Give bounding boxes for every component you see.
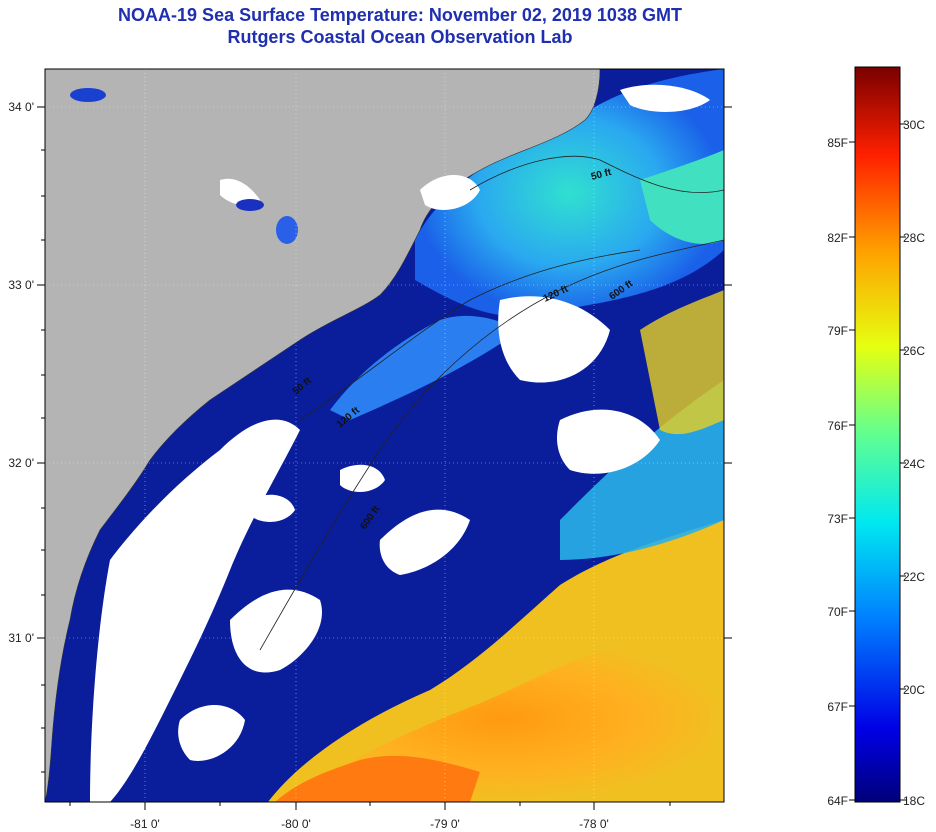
map-title: NOAA-19 Sea Surface Temperature: Novembe… [118, 5, 682, 25]
colorbar-c-label: 30C [903, 118, 925, 132]
lat-tick-label: 31 0' [8, 631, 34, 645]
map-panel [45, 69, 724, 802]
colorbar-gradient [854, 66, 901, 803]
cloud-cover [90, 84, 710, 802]
lon-tick-label: -81 0' [130, 817, 160, 831]
map-frame [44, 68, 725, 803]
colorbar-f-label: 67F [827, 700, 848, 714]
colorbar-c-label: 24C [903, 457, 925, 471]
colorbar-f-label: 79F [827, 324, 848, 338]
colorbar-c-label: 26C [903, 344, 925, 358]
colorbar-c-label: 22C [903, 570, 925, 584]
map-subtitle: Rutgers Coastal Ocean Observation Lab [227, 27, 573, 47]
colorbar-c-label: 18C [903, 794, 925, 808]
colorbar-f-label: 85F [827, 136, 848, 150]
colorbar-c-label: 20C [903, 683, 925, 697]
colorbar-f-label: 82F [827, 231, 848, 245]
lat-tick-label: 34 0' [8, 100, 34, 114]
lon-tick-label: -80 0' [281, 817, 311, 831]
inland-water [70, 88, 298, 244]
coastal-cool-water [330, 69, 724, 420]
lon-tick-label: -78 0' [579, 817, 609, 831]
isobath-label: 50 ft [590, 167, 613, 183]
latitude-labels: 34 0' 33 0' 32 0' 31 0' [8, 100, 34, 645]
land-mass [45, 69, 601, 802]
colorbar: 85F 82F 79F 76F 73F 70F 67F 64F 30C 28C … [827, 66, 925, 808]
colorbar-f-label: 70F [827, 605, 848, 619]
warm-water-region [268, 290, 724, 802]
lon-tick-label: -79 0' [430, 817, 460, 831]
colorbar-c-label: 28C [903, 231, 925, 245]
tick-marks [37, 106, 732, 810]
lat-tick-label: 32 0' [8, 456, 34, 470]
longitude-labels: -81 0' -80 0' -79 0' -78 0' [130, 817, 609, 831]
colorbar-f-label: 73F [827, 512, 848, 526]
isobath-lines [259, 155, 724, 651]
colorbar-f-label: 64F [827, 794, 848, 808]
lat-tick-label: 33 0' [8, 278, 34, 292]
colorbar-f-label: 76F [827, 419, 848, 433]
